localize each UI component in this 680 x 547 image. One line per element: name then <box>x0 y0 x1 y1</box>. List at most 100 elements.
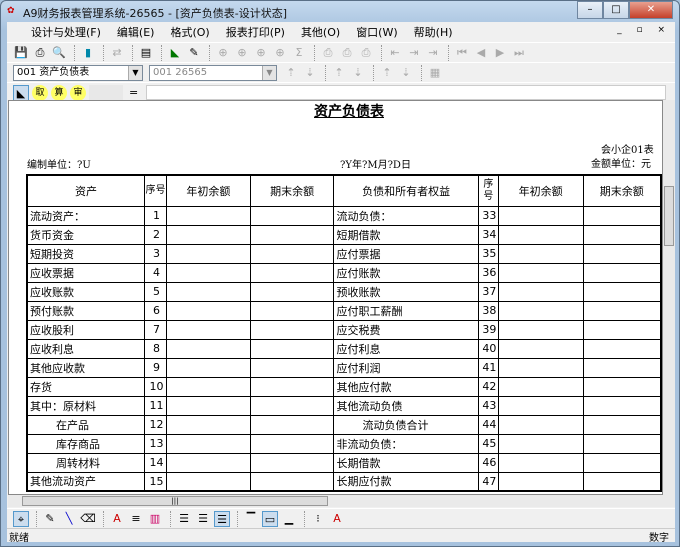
row-up-icon[interactable]: ⇡ <box>334 65 344 79</box>
horizontal-scrollbar[interactable]: ||| <box>8 495 675 507</box>
amount-cell[interactable] <box>165 433 251 454</box>
menu-format[interactable]: 格式(O) <box>170 26 210 39</box>
amount-cell[interactable] <box>165 281 251 302</box>
amount-cell[interactable] <box>582 433 662 454</box>
item-label[interactable]: 其他流动负债 <box>333 395 479 416</box>
menu-edit[interactable]: 编辑(E) <box>116 26 155 39</box>
row-number[interactable]: 38 <box>477 300 499 321</box>
first-icon[interactable]: ⏮ <box>457 45 467 59</box>
amount-cell[interactable] <box>497 262 584 283</box>
sum-icon[interactable]: Σ <box>295 45 303 59</box>
row-number[interactable]: 11 <box>144 395 167 416</box>
calculator-icon[interactable]: ▮ <box>84 45 92 59</box>
append-col-icon[interactable]: ⇥ <box>428 45 438 59</box>
print-b-icon[interactable]: ⎙ <box>342 45 352 59</box>
sort-asc-icon[interactable]: ⇡ <box>286 65 296 79</box>
grid-icon[interactable]: ▦ <box>429 65 441 79</box>
convert-icon[interactable]: ⊕ <box>275 45 285 59</box>
row-number[interactable]: 40 <box>477 338 499 359</box>
row-number[interactable]: 3 <box>144 243 167 264</box>
pencil-icon[interactable]: ✎ <box>45 511 55 525</box>
amount-cell[interactable] <box>497 338 584 359</box>
item-label[interactable]: 货币资金 <box>26 224 146 245</box>
row-number[interactable]: 45 <box>477 433 499 454</box>
cell-ref-input[interactable] <box>89 85 123 100</box>
font-color-icon[interactable]: A <box>113 511 121 525</box>
audit-icon[interactable]: ⊕ <box>256 45 266 59</box>
row-number[interactable]: 46 <box>477 452 499 473</box>
item-label[interactable]: 其他流动资产 <box>26 471 146 492</box>
item-label[interactable]: 应交税费 <box>333 319 479 340</box>
amount-cell[interactable] <box>582 395 662 416</box>
amount-cell[interactable] <box>497 205 584 226</box>
vertical-scrollbar[interactable] <box>663 100 675 495</box>
amount-cell[interactable] <box>249 376 335 397</box>
item-label[interactable]: 预收账款 <box>333 281 479 302</box>
amount-cell[interactable] <box>582 224 662 245</box>
row-number[interactable]: 34 <box>477 224 499 245</box>
amount-cell[interactable] <box>582 376 662 397</box>
amount-cell[interactable] <box>497 376 584 397</box>
report-sheet[interactable]: 资产负债表 会小企01表 编制单位：?U ?Y年?M月?D日 金额单位：元 资产… <box>8 100 663 495</box>
save-icon[interactable]: 💾 <box>14 45 28 59</box>
design-icon[interactable]: ◣ <box>170 45 180 59</box>
menu-help[interactable]: 帮助(H) <box>413 26 453 39</box>
item-label[interactable]: 长期应付款 <box>333 471 479 492</box>
item-label[interactable]: 周转材料 <box>26 452 146 473</box>
amount-cell[interactable] <box>165 224 251 245</box>
row-number[interactable]: 42 <box>477 376 499 397</box>
row-number[interactable]: 6 <box>144 300 167 321</box>
item-label[interactable]: 流动资产： <box>26 205 146 226</box>
amount-cell[interactable] <box>165 376 251 397</box>
item-label[interactable]: 应收票据 <box>26 262 146 283</box>
item-label[interactable]: 流动负债合计 <box>333 414 479 435</box>
row-number[interactable]: 8 <box>144 338 167 359</box>
amount-cell[interactable] <box>249 300 335 321</box>
chevron-down-icon[interactable]: ▼ <box>262 65 276 80</box>
item-label[interactable]: 其中：原材料 <box>26 395 146 416</box>
item-label[interactable]: 应付票据 <box>333 243 479 264</box>
minimize-button[interactable]: – <box>577 1 603 19</box>
amount-cell[interactable] <box>497 319 584 340</box>
amount-cell[interactable] <box>249 243 335 264</box>
calc-icon[interactable]: ⊕ <box>237 45 247 59</box>
unit-select[interactable]: 001 26565 ▼ <box>149 64 277 81</box>
row-number[interactable]: 13 <box>144 433 167 454</box>
amount-cell[interactable] <box>249 338 335 359</box>
row-number[interactable]: 33 <box>477 205 499 226</box>
item-label[interactable]: 短期投资 <box>26 243 146 264</box>
row-number[interactable]: 37 <box>477 281 499 302</box>
valign-middle-icon[interactable]: ▭ <box>262 510 278 527</box>
row-number[interactable]: 39 <box>477 319 499 340</box>
row-number[interactable]: 44 <box>477 414 499 435</box>
amount-cell[interactable] <box>582 300 662 321</box>
row-number[interactable]: 47 <box>477 471 499 492</box>
wizard-icon[interactable]: ✎ <box>189 45 199 59</box>
amount-cell[interactable] <box>165 357 251 378</box>
fetch-button[interactable]: 取 <box>32 84 48 101</box>
row-number[interactable]: 1 <box>144 205 167 226</box>
amount-cell[interactable] <box>165 395 251 416</box>
item-label[interactable]: 应付利润 <box>333 357 479 378</box>
item-label[interactable]: 应收账款 <box>26 281 146 302</box>
last-icon[interactable]: ⏭ <box>514 45 524 59</box>
print-icon[interactable]: ⎙ <box>35 45 45 59</box>
item-label[interactable]: 其他应收款 <box>26 357 146 378</box>
eraser-icon[interactable]: ⌫ <box>80 511 96 525</box>
text-style-icon[interactable]: A <box>333 511 341 525</box>
sort-desc-icon[interactable]: ⇣ <box>305 65 315 79</box>
amount-cell[interactable] <box>249 224 335 245</box>
menu-other[interactable]: 其他(O) <box>300 26 341 39</box>
amount-cell[interactable] <box>582 205 662 226</box>
next-icon[interactable]: ▶ <box>495 45 505 59</box>
report-select[interactable]: 001 资产负债表 ▼ <box>13 64 143 81</box>
amount-cell[interactable] <box>497 243 584 264</box>
row-number[interactable]: 7 <box>144 319 167 340</box>
item-label[interactable]: 应付职工薪酬 <box>333 300 479 321</box>
design-mode-icon[interactable]: ◣ <box>13 84 29 101</box>
amount-cell[interactable] <box>165 319 251 340</box>
amount-cell[interactable] <box>582 452 662 473</box>
print-c-icon[interactable]: ⎙ <box>361 45 371 59</box>
item-label[interactable]: 预付账款 <box>26 300 146 321</box>
print-a-icon[interactable]: ⎙ <box>323 45 333 59</box>
